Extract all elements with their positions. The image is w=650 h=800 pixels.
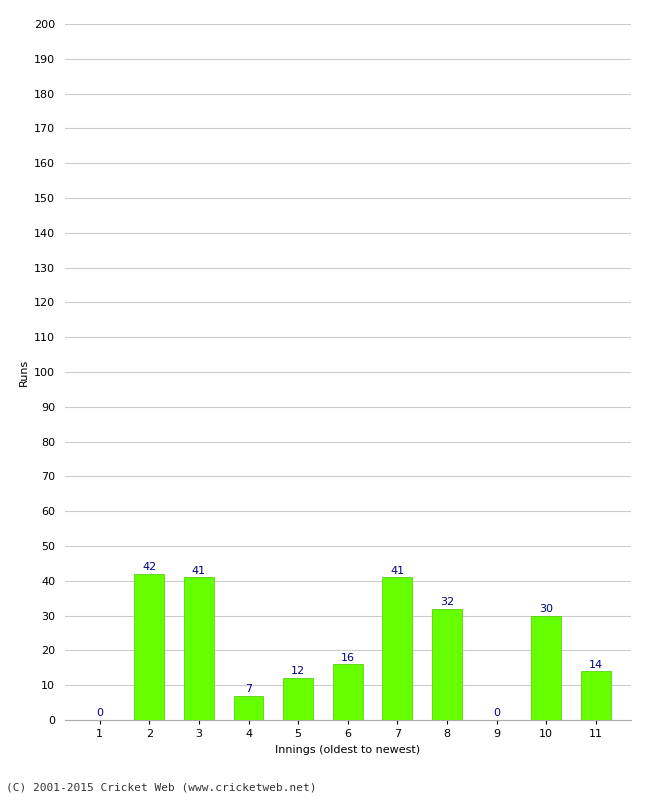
- Bar: [135, 574, 164, 720]
- Text: 7: 7: [245, 684, 252, 694]
- Text: 16: 16: [341, 653, 355, 662]
- Text: 41: 41: [390, 566, 404, 575]
- Text: 12: 12: [291, 666, 305, 677]
- Text: 30: 30: [539, 604, 553, 614]
- Text: 14: 14: [589, 659, 603, 670]
- Text: (C) 2001-2015 Cricket Web (www.cricketweb.net): (C) 2001-2015 Cricket Web (www.cricketwe…: [6, 782, 317, 792]
- Bar: [581, 671, 610, 720]
- Text: 41: 41: [192, 566, 206, 575]
- Bar: [531, 616, 561, 720]
- Text: 0: 0: [493, 708, 500, 718]
- Bar: [233, 696, 263, 720]
- Text: 0: 0: [96, 708, 103, 718]
- Bar: [382, 578, 412, 720]
- X-axis label: Innings (oldest to newest): Innings (oldest to newest): [275, 745, 421, 754]
- Text: 42: 42: [142, 562, 157, 572]
- Bar: [432, 609, 462, 720]
- Bar: [184, 578, 214, 720]
- Bar: [283, 678, 313, 720]
- Y-axis label: Runs: Runs: [19, 358, 29, 386]
- Bar: [333, 664, 363, 720]
- Text: 32: 32: [440, 597, 454, 607]
